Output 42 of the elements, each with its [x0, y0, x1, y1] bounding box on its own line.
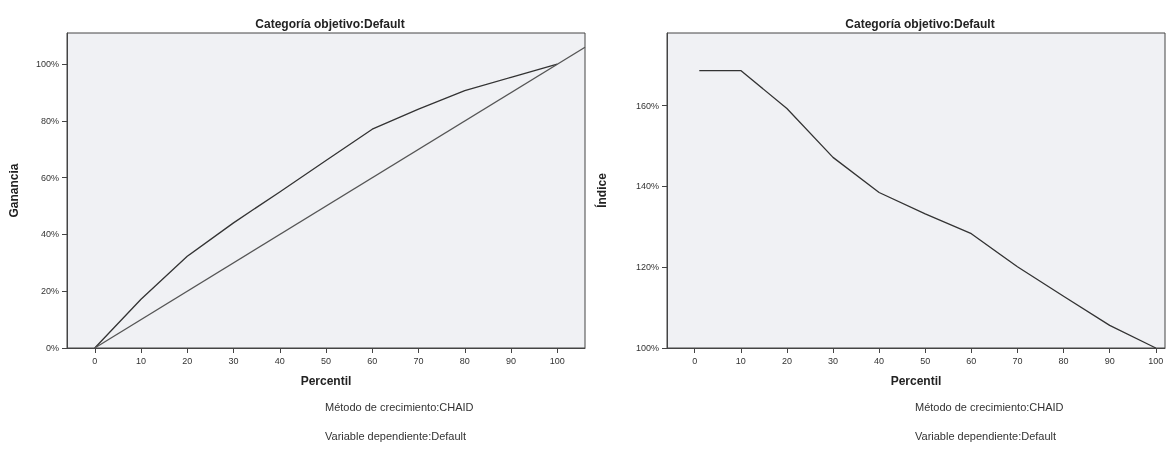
- y-tick-label: 40%: [40, 229, 59, 240]
- x-tick-label: 80: [459, 355, 470, 366]
- x-tick-label: 90: [505, 355, 517, 366]
- x-tick-label: 60: [966, 355, 977, 366]
- x-tick-label: 0: [92, 355, 98, 366]
- y-tick-label: 160%: [635, 100, 659, 111]
- x-tick-label: 20: [781, 355, 792, 366]
- x-axis-title: Percentil: [890, 374, 942, 388]
- y-axis-title: Ganancia: [7, 163, 21, 218]
- text: Método de crecimiento:CHAID: [325, 400, 474, 413]
- y-tick-label: 100%: [635, 343, 659, 353]
- x-tick-label: 70: [413, 355, 424, 366]
- x-tick-label: 100: [1148, 355, 1164, 366]
- y-tick-label: 100%: [35, 59, 59, 70]
- y-tick-label: 120%: [635, 262, 659, 273]
- x-tick-label: 60: [367, 355, 378, 366]
- y-axis-title: Índice: [594, 172, 609, 208]
- x-tick-label: 40: [874, 355, 885, 366]
- x-tick-label: 30: [827, 355, 839, 366]
- chart-title: Categoría objetivo:Default: [255, 17, 405, 31]
- x-tick-label: 100: [549, 355, 565, 366]
- x-tick-label: 90: [1104, 355, 1115, 366]
- y-tick-label: 60%: [40, 172, 59, 183]
- x-tick-label: 80: [1058, 355, 1069, 366]
- x-axis-title: Percentil: [300, 374, 352, 388]
- chart-title: Categoría objetivo:Default: [845, 17, 995, 31]
- x-tick-label: 40: [274, 355, 285, 366]
- y-tick-label: 20%: [40, 286, 59, 297]
- x-tick-label: 20: [182, 355, 193, 366]
- text: Método de crecimiento:CHAID: [915, 400, 1064, 413]
- x-tick-label: 50: [920, 355, 931, 366]
- x-tick-label: 0: [692, 355, 698, 366]
- x-tick-label: 10: [735, 355, 746, 366]
- y-tick-label: 0%: [45, 343, 59, 353]
- x-tick-label: 70: [1012, 355, 1023, 366]
- x-tick-label: 10: [135, 355, 147, 366]
- text: Variable dependiente:Default: [324, 429, 467, 442]
- x-tick-label: 30: [228, 355, 239, 366]
- y-tick-label: 80%: [40, 115, 59, 126]
- x-tick-label: 50: [320, 355, 332, 366]
- text: Variable dependiente:Default: [914, 429, 1057, 442]
- y-tick-label: 140%: [635, 181, 659, 192]
